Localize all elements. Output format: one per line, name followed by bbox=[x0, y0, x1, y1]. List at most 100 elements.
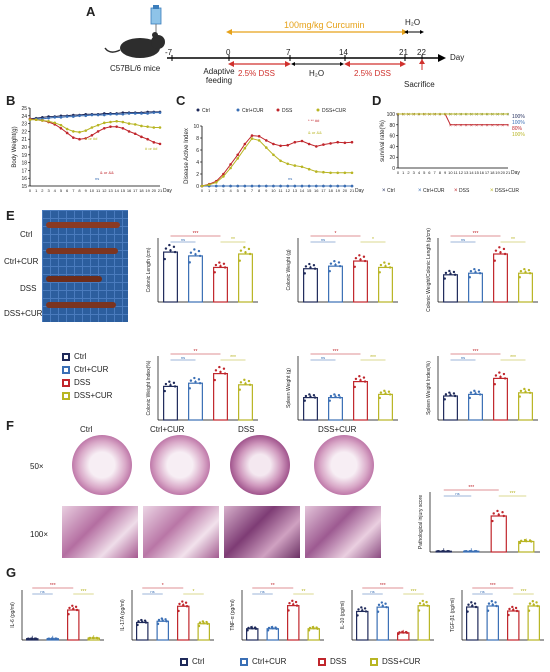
annotation: & or && bbox=[100, 170, 114, 175]
legend-marker bbox=[236, 108, 240, 112]
histo-col-ctrl: Ctrl bbox=[80, 425, 93, 434]
x-tick-label: 11 bbox=[454, 170, 459, 175]
data-point: × bbox=[423, 112, 426, 118]
sig-label: *** bbox=[50, 583, 56, 589]
y-tick-label: 22 bbox=[21, 129, 27, 135]
data-point bbox=[294, 600, 298, 604]
sig-label: ns bbox=[455, 491, 459, 496]
series-end-label: 100% bbox=[512, 120, 525, 126]
data-point bbox=[177, 609, 180, 613]
data-point bbox=[222, 262, 226, 266]
sig-label: ns bbox=[461, 355, 465, 360]
data-point bbox=[140, 124, 143, 128]
data-point bbox=[350, 140, 354, 144]
x-tick-label: 3 bbox=[47, 188, 50, 193]
data-point bbox=[236, 157, 240, 160]
data-point: × bbox=[459, 112, 462, 118]
x-tick-label: 6 bbox=[428, 170, 431, 175]
data-point bbox=[494, 374, 498, 377]
data-point bbox=[197, 624, 201, 628]
data-point bbox=[72, 130, 75, 133]
data-point: × bbox=[423, 112, 426, 118]
data-point bbox=[272, 184, 275, 188]
x-tick-label: 9 bbox=[265, 188, 268, 193]
y-axis-label: TNF-α (pg/ml) bbox=[230, 599, 236, 631]
data-point bbox=[288, 602, 291, 605]
data-point bbox=[497, 513, 500, 516]
data-point bbox=[501, 511, 504, 514]
data-point bbox=[527, 388, 531, 392]
h2o-mid-label: H₂O bbox=[309, 69, 325, 78]
data-point bbox=[338, 264, 342, 268]
data-point bbox=[238, 259, 241, 262]
data-point: × bbox=[428, 112, 431, 118]
data-point bbox=[257, 134, 261, 138]
data-point: × bbox=[438, 112, 441, 118]
data-point bbox=[141, 620, 144, 624]
data-point bbox=[65, 127, 69, 131]
data-point bbox=[165, 620, 168, 623]
data-point bbox=[498, 246, 501, 249]
data-point bbox=[337, 394, 341, 397]
data-point bbox=[387, 262, 391, 266]
data-point bbox=[329, 262, 333, 265]
x-tick-label: 13 bbox=[293, 188, 298, 193]
x-tick-label: 18 bbox=[139, 188, 144, 193]
data-point bbox=[207, 183, 211, 187]
x-tick-label: 14 bbox=[114, 188, 119, 193]
data-point bbox=[78, 114, 81, 118]
x-tick-label: 2 bbox=[407, 170, 410, 175]
legend-label: DSS+CUR bbox=[495, 188, 519, 194]
data-point bbox=[364, 610, 368, 613]
x-tick-label: 1 bbox=[208, 188, 211, 193]
data-point bbox=[329, 394, 333, 398]
bar bbox=[213, 266, 228, 303]
data-point bbox=[312, 627, 315, 630]
data-point: × bbox=[501, 123, 504, 129]
data-point bbox=[471, 604, 474, 608]
data-point bbox=[307, 142, 311, 146]
data-point bbox=[402, 631, 405, 634]
data-point: × bbox=[501, 112, 504, 118]
data-point: × bbox=[470, 112, 473, 118]
data-point: × bbox=[397, 112, 400, 118]
data-point bbox=[524, 390, 527, 394]
panel-letter-d: D bbox=[372, 93, 382, 108]
sig-label: ** bbox=[302, 589, 306, 595]
data-point bbox=[34, 118, 38, 121]
data-point bbox=[360, 606, 363, 609]
series-end-label: 100% bbox=[512, 132, 525, 138]
data-point bbox=[78, 137, 81, 141]
data-point bbox=[34, 637, 38, 640]
legend-marker: × bbox=[418, 188, 422, 194]
data-point bbox=[468, 396, 471, 400]
data-point: × bbox=[459, 123, 462, 129]
data-point bbox=[338, 396, 342, 399]
data-point bbox=[194, 253, 197, 256]
data-point bbox=[96, 123, 100, 127]
x-tick-label: 15 bbox=[121, 188, 126, 193]
data-point bbox=[359, 379, 362, 382]
data-point bbox=[496, 509, 499, 513]
data-point bbox=[528, 272, 532, 275]
data-point bbox=[518, 395, 521, 398]
bar bbox=[378, 266, 393, 303]
annotation: * ** ## bbox=[308, 118, 320, 123]
data-point bbox=[72, 607, 75, 611]
data-point bbox=[67, 613, 70, 616]
data-point bbox=[333, 393, 336, 396]
data-point bbox=[158, 126, 162, 129]
data-point bbox=[354, 377, 358, 381]
y-tick-label: 6 bbox=[196, 148, 199, 154]
data-point bbox=[465, 549, 468, 553]
data-point bbox=[329, 142, 332, 145]
data-point bbox=[443, 398, 446, 401]
data-point bbox=[358, 375, 361, 378]
x-tick-label: 13 bbox=[464, 170, 469, 175]
x-tick-label: 5 bbox=[60, 188, 63, 193]
sig-label: ns bbox=[370, 589, 374, 594]
data-point bbox=[267, 626, 271, 630]
data-point bbox=[266, 629, 270, 632]
data-point bbox=[383, 389, 386, 393]
data-point bbox=[343, 171, 347, 175]
